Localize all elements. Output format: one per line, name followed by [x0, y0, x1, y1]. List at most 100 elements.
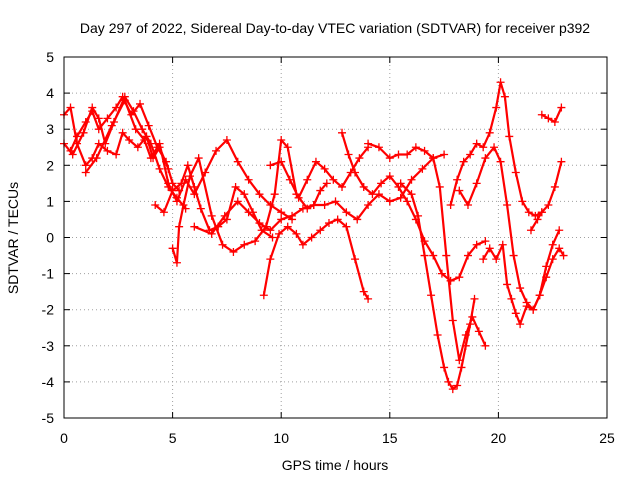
data-point [159, 208, 168, 217]
data-point [351, 255, 360, 264]
data-point [316, 186, 325, 195]
x-tick-label: 20 [491, 430, 507, 446]
data-point [277, 136, 286, 145]
data-point [268, 233, 277, 242]
data-point [498, 240, 507, 249]
data-point [481, 237, 490, 246]
data-point [403, 197, 412, 206]
data-point [548, 255, 557, 264]
data-point [414, 211, 423, 220]
data-point [463, 251, 472, 260]
data-point [448, 385, 457, 394]
data-point [479, 255, 488, 264]
data-point [364, 294, 373, 303]
data-point [222, 136, 231, 145]
data-point [298, 204, 307, 213]
y-tick-label: -1 [42, 266, 55, 282]
series-track-12 [396, 179, 479, 394]
data-point [255, 219, 264, 228]
data-point [240, 190, 249, 199]
data-point [503, 280, 512, 289]
series-track-16 [526, 157, 566, 235]
series-track-9 [266, 143, 373, 202]
data-point [550, 182, 559, 191]
data-point [118, 128, 127, 137]
data-point [429, 251, 438, 260]
data-point [479, 143, 488, 152]
y-tick-label: -3 [42, 338, 55, 354]
x-tick-label: 10 [273, 430, 289, 446]
x-tick-label: 0 [60, 430, 68, 446]
data-point [509, 251, 518, 260]
data-point [407, 190, 416, 199]
data-point [420, 146, 429, 155]
data-point [168, 244, 177, 253]
series-line [540, 106, 563, 124]
data-point [472, 240, 481, 249]
data-point [524, 208, 533, 217]
data-point [544, 114, 553, 123]
data-point [470, 294, 479, 303]
data-point [266, 161, 275, 170]
data-point [466, 150, 475, 159]
data-point [507, 294, 516, 303]
data-point [212, 146, 221, 155]
data-point [307, 233, 316, 242]
data-point [453, 175, 462, 184]
data-point [461, 341, 470, 350]
data-point [292, 229, 301, 238]
data-point [311, 157, 320, 166]
data-point [500, 92, 509, 101]
data-point [259, 291, 268, 300]
series-track-4 [81, 96, 297, 224]
data-point [455, 186, 464, 195]
y-tick-label: 0 [46, 230, 54, 246]
data-point [474, 327, 483, 336]
data-point [505, 132, 514, 141]
data-point [112, 103, 121, 112]
data-point [220, 211, 229, 220]
data-point [94, 125, 103, 134]
series-track-17 [537, 103, 566, 126]
data-point [533, 215, 542, 224]
data-point [275, 229, 284, 238]
data-point [435, 182, 444, 191]
data-point [251, 237, 260, 246]
data-point [144, 121, 153, 130]
series-line [449, 81, 543, 217]
data-point [107, 121, 116, 130]
data-point [277, 208, 286, 217]
data-point [542, 273, 551, 282]
data-point [526, 226, 535, 235]
data-point [403, 150, 412, 159]
data-point [103, 146, 112, 155]
data-point [420, 251, 429, 260]
data-point [385, 197, 394, 206]
y-axis-label: SDTVAR / TECUs [5, 182, 21, 294]
data-point [185, 172, 194, 181]
series-track-7 [190, 150, 449, 238]
data-point [331, 197, 340, 206]
data-point [146, 139, 155, 148]
data-point [151, 201, 160, 210]
data-point [492, 103, 501, 112]
data-point [448, 316, 457, 325]
data-point [518, 197, 527, 206]
data-point [433, 330, 442, 339]
data-point [544, 201, 553, 210]
data-point [175, 222, 184, 231]
y-tick-label: -2 [42, 302, 55, 318]
data-point [172, 258, 181, 267]
series-line [262, 218, 370, 300]
data-point [522, 302, 531, 311]
data-point [496, 157, 505, 166]
data-point [81, 161, 90, 170]
data-point [459, 157, 468, 166]
data-point [196, 204, 205, 213]
data-point [485, 244, 494, 253]
y-tick-label: -5 [42, 410, 55, 426]
data-point [396, 179, 405, 188]
data-point [283, 222, 292, 231]
data-point [324, 219, 333, 228]
